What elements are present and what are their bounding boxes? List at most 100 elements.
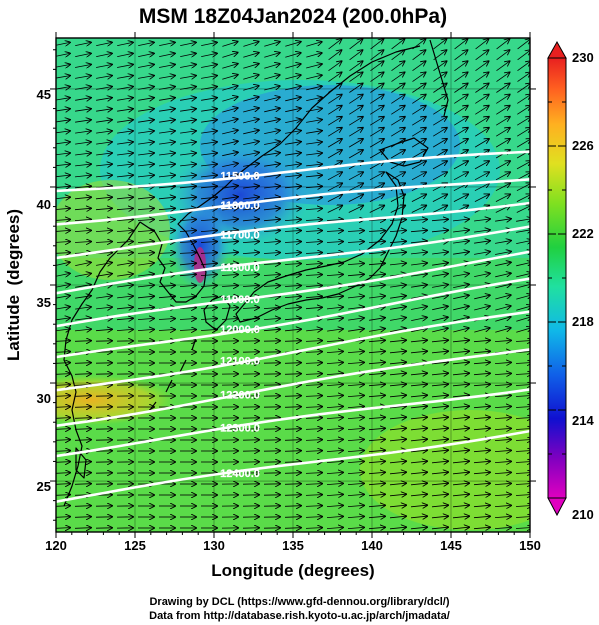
wind-arrow xyxy=(159,142,175,144)
wind-arrow xyxy=(56,42,70,45)
wind-arrow xyxy=(116,307,133,309)
wind-arrow xyxy=(368,241,385,242)
wind-arrow xyxy=(75,109,91,111)
wind-arrow xyxy=(201,76,217,79)
wind-arrow xyxy=(74,528,91,529)
wind-arrow xyxy=(137,329,154,330)
wind-arrow xyxy=(347,231,364,232)
wind-arrow xyxy=(243,164,259,167)
wind-arrow xyxy=(496,106,509,115)
x-tick-label: 150 xyxy=(519,538,541,553)
wind-arrow xyxy=(75,53,91,56)
wind-arrow xyxy=(495,172,510,181)
wind-arrow xyxy=(138,87,154,90)
wind-arrow xyxy=(495,161,510,170)
wind-arrow xyxy=(116,219,133,220)
y-tick-label: 30 xyxy=(37,391,51,406)
wind-arrow xyxy=(137,230,154,231)
wind-arrow xyxy=(263,286,280,287)
wind-arrow xyxy=(179,285,196,286)
wind-arrow xyxy=(284,208,301,209)
y-axis-label: Latitude (degrees) xyxy=(4,209,23,361)
wind-arrow xyxy=(96,53,112,56)
wind-arrow xyxy=(494,417,511,418)
wind-arrow xyxy=(453,139,468,148)
wind-arrow xyxy=(433,95,446,104)
wind-arrow xyxy=(243,208,259,210)
wind-arrow xyxy=(179,186,196,188)
wind-arrow xyxy=(158,186,175,188)
wind-arrow xyxy=(432,317,448,321)
wind-arrow xyxy=(391,50,405,61)
wind-arrow xyxy=(159,164,175,166)
wind-arrow xyxy=(347,384,364,385)
wind-arrow xyxy=(368,461,385,462)
wind-arrow xyxy=(159,131,175,133)
wind-arrow xyxy=(473,494,490,495)
wind-arrow xyxy=(137,208,154,209)
wind-arrow xyxy=(474,273,490,276)
wind-arrow xyxy=(494,395,511,396)
wind-arrow xyxy=(391,84,404,93)
wind-arrow xyxy=(138,65,154,68)
wind-arrow xyxy=(432,263,448,265)
wind-arrow xyxy=(347,450,364,451)
wind-arrow xyxy=(494,340,511,341)
wind-arrow xyxy=(410,219,427,220)
wind-arrow xyxy=(200,230,217,231)
wind-arrow xyxy=(180,65,196,68)
x-axis-label: Longitude (degrees) xyxy=(211,561,374,580)
wind-arrow xyxy=(516,317,530,322)
wind-arrow xyxy=(305,285,322,286)
wind-arrow xyxy=(179,175,196,177)
wind-arrow xyxy=(495,317,510,322)
wind-arrow xyxy=(159,87,175,90)
wind-arrow xyxy=(285,108,301,111)
wind-arrow xyxy=(348,183,363,192)
wind-arrow xyxy=(474,139,489,148)
wind-arrow xyxy=(431,439,448,441)
wind-arrow xyxy=(411,161,426,170)
colorbar-tick-label: 222 xyxy=(572,226,594,241)
wind-arrow xyxy=(138,98,154,101)
wind-arrow xyxy=(264,175,280,177)
wind-arrow xyxy=(349,50,363,61)
wind-arrow xyxy=(243,153,259,156)
wind-arrow xyxy=(328,95,341,104)
wind-arrow xyxy=(453,284,469,287)
wind-arrow xyxy=(179,197,196,199)
wind-arrow xyxy=(263,241,280,242)
wind-arrow xyxy=(453,128,468,137)
height-contour xyxy=(56,225,530,295)
wind-arrow xyxy=(264,53,279,58)
wind-arrow xyxy=(116,208,133,209)
wind-arrow xyxy=(242,286,259,287)
colorbar-tick-label: 210 xyxy=(572,507,594,522)
wind-arrow xyxy=(496,95,509,104)
wind-arrow xyxy=(285,153,301,155)
wind-arrow xyxy=(494,450,511,451)
wind-arrow xyxy=(285,64,300,69)
wind-arrow xyxy=(328,72,342,82)
wind-arrow xyxy=(348,329,364,331)
wind-arrow xyxy=(221,275,238,276)
wind-arrow xyxy=(432,296,448,299)
wind-arrow xyxy=(75,65,91,68)
wind-arrow xyxy=(432,194,447,202)
wind-arrow xyxy=(327,139,342,148)
wind-arrow xyxy=(452,527,469,529)
wind-arrow xyxy=(326,428,343,429)
coastline-korea-china xyxy=(139,167,247,303)
wind-arrow xyxy=(494,439,511,440)
wind-arrow xyxy=(264,86,279,91)
wind-arrow xyxy=(517,39,530,50)
wind-arrow xyxy=(74,407,91,408)
wind-arrow xyxy=(179,253,196,254)
wind-arrow xyxy=(75,164,91,166)
wind-arrow xyxy=(389,461,406,463)
wind-arrow xyxy=(474,241,490,243)
wind-arrow xyxy=(305,440,322,441)
wind-arrow xyxy=(75,318,91,320)
wind-arrow xyxy=(326,274,343,275)
wind-arrow xyxy=(328,106,341,115)
